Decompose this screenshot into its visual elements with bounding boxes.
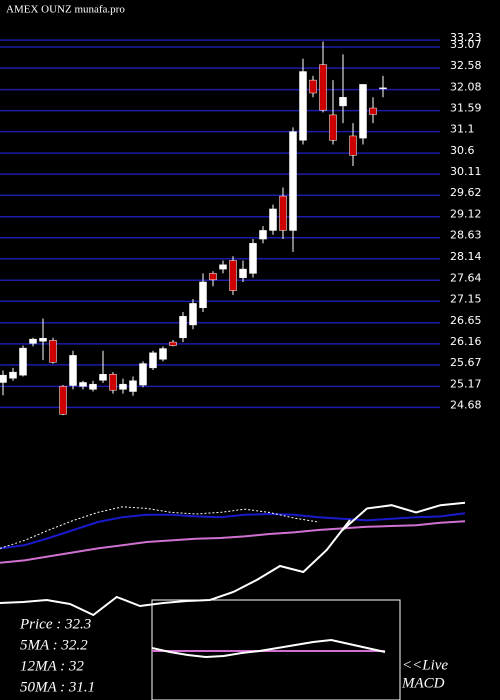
candle-body [219, 264, 227, 270]
y-tick-label: 27.15 [450, 292, 482, 305]
candle-body [289, 131, 297, 231]
candle-body [349, 135, 357, 156]
candle-body [29, 338, 37, 344]
candle-body [279, 195, 287, 231]
candle-body [129, 380, 137, 392]
y-tick-label: 30.6 [450, 144, 475, 157]
candle-body [189, 303, 197, 326]
candle-body [109, 374, 117, 391]
indicator-line [0, 506, 319, 549]
y-tick-label: 32.58 [450, 59, 482, 72]
candle-body [269, 208, 277, 231]
candle-body [169, 341, 177, 346]
candle-body [119, 383, 127, 390]
indicator-line [151, 638, 386, 659]
annotation: 12MA : 32 [20, 658, 84, 674]
y-tick-label: 26.65 [450, 314, 482, 327]
candle-body [89, 383, 97, 390]
y-tick-label: 32.08 [450, 81, 482, 94]
y-tick-label: 29.62 [450, 186, 482, 199]
indicator-line [0, 520, 466, 564]
y-tick-label: 24.68 [450, 398, 482, 411]
candle-body [0, 374, 7, 383]
candle-body [319, 64, 327, 111]
candle-body [229, 260, 237, 291]
candle-body [329, 114, 337, 141]
candle-body [79, 382, 87, 387]
y-tick-label: 31.1 [450, 123, 475, 136]
annotation: MACD [401, 675, 445, 691]
candle-body [369, 107, 377, 115]
candle-body [59, 386, 67, 415]
candle-body [359, 84, 367, 139]
chart-title: AMEX OUNZ munafa.pro [6, 4, 125, 16]
candle-body [259, 230, 267, 240]
indicator-line [341, 501, 466, 531]
y-tick-label: 28.63 [450, 229, 482, 242]
y-tick-label: 29.12 [450, 208, 482, 221]
y-tick-label: 26.16 [450, 335, 482, 348]
y-tick-label: 33.07 [450, 38, 482, 51]
y-tick-label: 33.23 [450, 31, 482, 44]
indicator-line [0, 512, 466, 550]
candle-body [299, 71, 307, 141]
candle-body [9, 371, 17, 379]
candle-body [19, 347, 27, 376]
candle-body [179, 316, 187, 339]
candle-body [199, 281, 207, 308]
candle-body [249, 243, 257, 274]
candle-body [159, 348, 167, 360]
candle-body [39, 337, 47, 342]
y-tick-label: 25.17 [450, 377, 482, 390]
candle-body [99, 374, 107, 381]
y-tick-label: 27.64 [450, 271, 482, 284]
y-tick-label: 28.14 [450, 250, 482, 263]
candle-body [209, 273, 217, 281]
candle-body [49, 340, 57, 363]
annotation: <<Live [402, 657, 448, 673]
annotation: 5MA : 32.2 [20, 637, 88, 653]
indicator-line [0, 519, 351, 617]
candle-body [69, 355, 77, 386]
candle-body [339, 97, 347, 107]
annotation: 50MA : 31.1 [20, 679, 95, 695]
candle-body [149, 352, 157, 369]
y-tick-label: 25.67 [450, 356, 482, 369]
y-tick-label: 31.59 [450, 102, 482, 115]
candle-body [239, 268, 247, 278]
candle-body [309, 79, 317, 94]
y-tick-label: 30.11 [450, 165, 482, 178]
annotation: Price : 32.3 [19, 616, 91, 632]
candle-body [139, 363, 147, 386]
candle-body [379, 87, 387, 90]
